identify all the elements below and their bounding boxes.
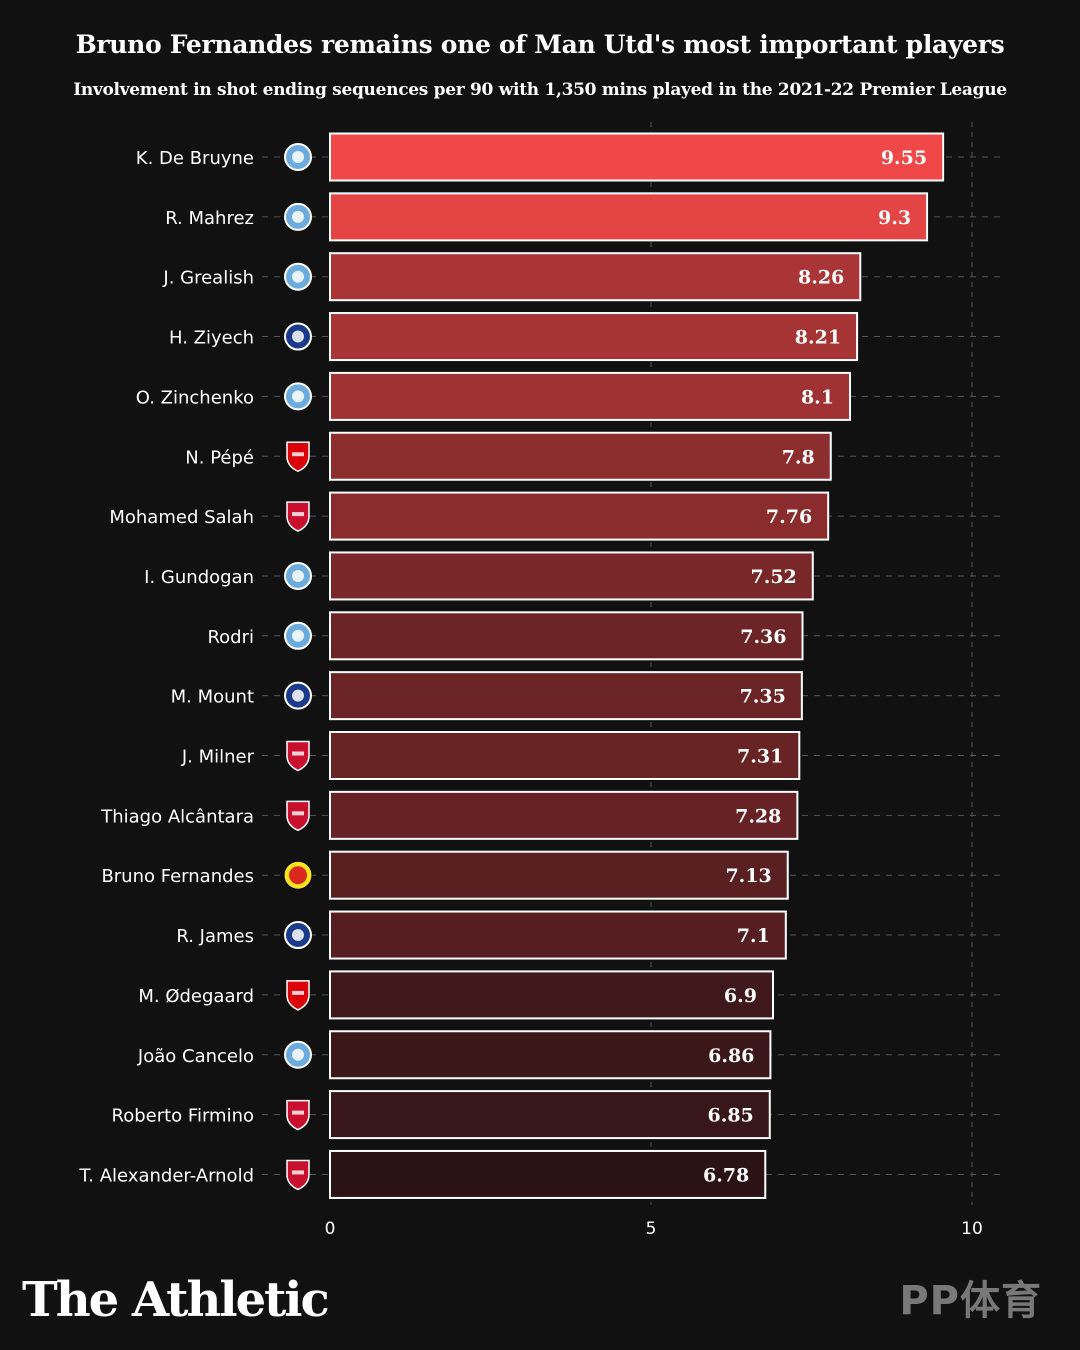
value-label: 7.31 [737, 746, 783, 768]
chelsea-crest-icon [292, 689, 304, 702]
arsenal-crest-icon [286, 441, 310, 473]
bar-jo-o-cancelo [329, 1030, 772, 1080]
player-label: R. Mahrez [165, 208, 254, 229]
player-label: Roberto Firmino [112, 1106, 255, 1127]
value-label: 8.21 [795, 327, 841, 349]
bar-o-zinchenko [329, 371, 852, 421]
bar-chart: 9.55 K. De Bruyne 9.3 R. Mahrez 8.26 J. Greal… [78, 122, 1005, 1239]
arsenal-crest-icon [292, 452, 304, 457]
value-label: 9.55 [881, 147, 927, 169]
liverpool-crest-icon [286, 800, 310, 832]
value-label: 7.13 [725, 865, 771, 887]
player-label: K. De Bruyne [136, 148, 254, 169]
arsenal-crest-icon [292, 990, 304, 995]
bar-i-gundogan [329, 551, 814, 601]
player-label: O. Zinchenko [136, 387, 254, 408]
liverpool-crest-icon [292, 1170, 304, 1175]
bar-n-p-p- [329, 431, 832, 481]
bar-k-de-bruyne [329, 132, 945, 182]
liverpool-crest-icon [292, 1110, 304, 1115]
bar-h-ziyech [329, 312, 859, 362]
chelsea-crest-icon [292, 330, 304, 343]
x-tick-label: 10 [961, 1219, 983, 1239]
bar-m-degaard [329, 970, 774, 1020]
value-label: 7.28 [735, 805, 781, 827]
man-city-crest-icon [292, 629, 304, 642]
value-label: 6.9 [724, 985, 757, 1007]
player-label: M. Mount [171, 687, 254, 708]
man-city-crest-icon [292, 151, 304, 163]
bar-rodri [329, 611, 804, 661]
player-label: T. Alexander-Arnold [78, 1165, 254, 1186]
player-label: M. Ødegaard [138, 986, 254, 1007]
value-label: 6.85 [707, 1105, 753, 1127]
bar-r-james [329, 910, 787, 960]
bar-roberto-firmino [329, 1090, 771, 1140]
player-label: Bruno Fernandes [101, 866, 254, 887]
bar-bruno-fernandes [329, 850, 789, 900]
player-label: Rodri [207, 627, 254, 648]
bar-mohamed-salah [329, 491, 830, 541]
liverpool-crest-icon [286, 501, 310, 532]
liverpool-crest-icon [286, 1159, 310, 1191]
player-label: João Cancelo [137, 1046, 254, 1067]
value-label: 7.8 [782, 446, 815, 468]
man-city-crest-icon [292, 1048, 304, 1061]
man-city-crest-icon [292, 569, 304, 582]
value-label: 9.3 [878, 207, 911, 229]
liverpool-crest-icon [286, 1099, 310, 1131]
x-tick-label: 0 [325, 1219, 336, 1239]
brand-logo: The Athletic [22, 1272, 330, 1328]
player-label: R. James [176, 926, 254, 947]
liverpool-crest-icon [292, 751, 304, 756]
player-label: J. Milner [181, 747, 255, 768]
player-label: J. Grealish [162, 268, 254, 289]
value-label: 7.52 [751, 566, 797, 588]
bar-j-milner [329, 731, 801, 780]
value-label: 6.86 [708, 1045, 754, 1067]
man-city-crest-icon [292, 270, 304, 283]
arsenal-crest-icon [286, 980, 310, 1011]
chelsea-crest-icon [292, 929, 304, 942]
value-label: 7.36 [740, 626, 786, 648]
liverpool-crest-icon [292, 811, 304, 816]
man-city-crest-icon [292, 390, 304, 403]
bar-thiago-alc-ntara [329, 790, 799, 840]
player-label: I. Gundogan [144, 567, 254, 588]
player-label: Mohamed Salah [109, 507, 254, 528]
liverpool-crest-icon [292, 512, 304, 517]
value-label: 8.26 [798, 267, 844, 289]
bar-r-mahrez [329, 192, 929, 242]
watermark-logo: PP体育 [899, 1278, 1042, 1324]
player-label: N. Pépé [185, 447, 254, 468]
bar-j-grealish [329, 252, 862, 302]
player-label: H. Ziyech [169, 328, 254, 349]
bar-t-alexander-arnold [329, 1149, 767, 1199]
bar-m-mount [329, 671, 803, 721]
man-city-crest-icon [292, 210, 304, 223]
value-label: 7.76 [766, 506, 812, 528]
value-label: 7.1 [737, 925, 770, 947]
man-utd-crest-icon [289, 866, 307, 885]
chart-subtitle: Involvement in shot ending sequences per… [73, 80, 1007, 100]
chart-title: Bruno Fernandes remains one of Man Utd's… [75, 30, 1005, 59]
value-label: 8.1 [801, 386, 834, 408]
x-tick-label: 5 [646, 1219, 657, 1239]
player-label: Thiago Alcântara [100, 806, 254, 827]
liverpool-crest-icon [286, 740, 310, 772]
value-label: 6.78 [703, 1164, 749, 1186]
value-label: 7.35 [740, 686, 786, 708]
